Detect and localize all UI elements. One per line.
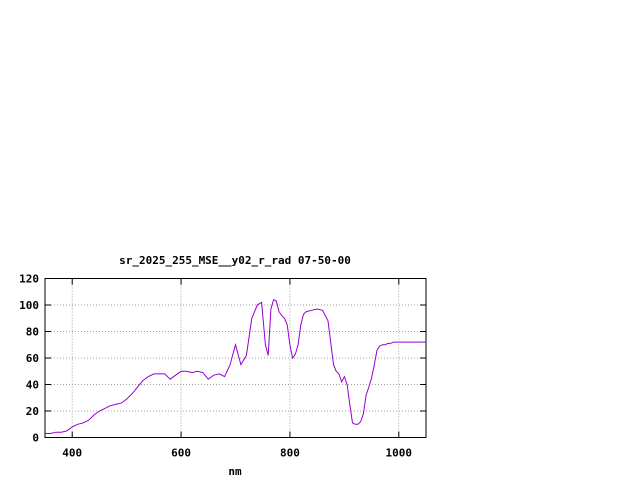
tick-labels: 0 20 40 60 80 100 120 400 600 800 1000 xyxy=(19,273,412,460)
y-tick-label: 120 xyxy=(19,273,39,286)
series-line xyxy=(45,298,426,434)
chart-title: sr_2025_255_MSE__y02_r_rad 07-50-00 xyxy=(119,254,351,267)
y-tick-label: 0 xyxy=(32,432,39,445)
y-tick-label: 20 xyxy=(26,405,39,418)
y-tick-label: 40 xyxy=(26,379,39,392)
grid-lines xyxy=(45,278,426,438)
x-tick-label: 1000 xyxy=(386,447,413,460)
series-layer xyxy=(45,298,426,434)
x-tick-label: 600 xyxy=(171,447,191,460)
x-tick-label: 800 xyxy=(280,447,300,460)
x-axis-label: nm xyxy=(228,465,242,478)
x-tick-label: 400 xyxy=(62,447,82,460)
y-tick-label: 60 xyxy=(26,352,39,365)
axis-ticks xyxy=(45,278,426,438)
y-tick-label: 80 xyxy=(26,326,39,339)
y-tick-label: 100 xyxy=(19,299,39,312)
